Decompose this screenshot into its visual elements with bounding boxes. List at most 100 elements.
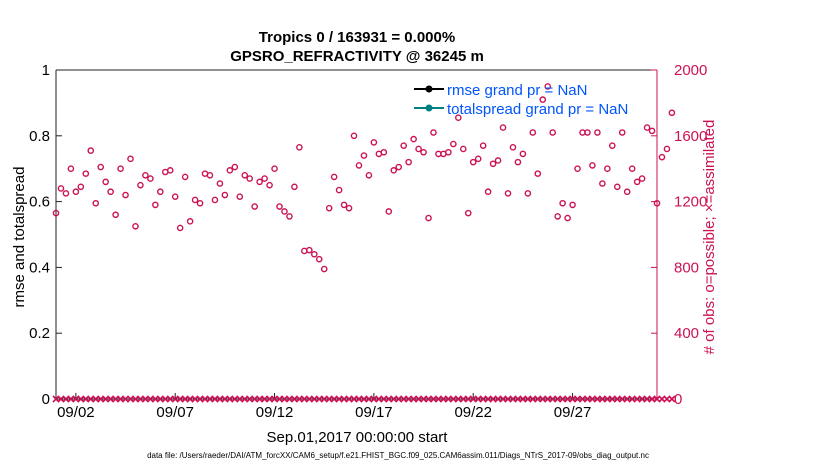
possible-obs-point xyxy=(370,139,378,146)
legend-spread-marker xyxy=(425,104,433,112)
possible-obs-point xyxy=(266,181,273,189)
legend: rmse grand pr = NaN totalspread grand pr… xyxy=(414,82,628,118)
right-axis-ticks: 0 400 800 1200 1600 2000 xyxy=(651,62,707,408)
possible-obs-point xyxy=(549,129,556,136)
possible-obs-point xyxy=(469,158,477,166)
possible-obs-series xyxy=(52,83,676,273)
possible-obs-point xyxy=(261,175,268,182)
chart-subtitle: GPSRO_REFRACTIVITY @ 36245 m xyxy=(230,48,484,65)
possible-obs-point xyxy=(663,145,671,153)
possible-obs-point xyxy=(514,158,522,166)
possible-obs-point xyxy=(246,175,254,182)
possible-obs-point xyxy=(604,165,611,172)
legend-rmse-label: rmse grand pr = NaN xyxy=(447,82,587,99)
possible-obs-point xyxy=(589,162,596,169)
possible-obs-point xyxy=(271,165,278,172)
assimilated-obs-series xyxy=(52,395,676,403)
possible-obs-point xyxy=(668,109,676,117)
possible-obs-point xyxy=(82,170,90,177)
x-tick-label: 09/02 xyxy=(57,404,95,421)
possible-obs-point xyxy=(226,167,234,174)
left-axis-label: rmse and totalspread xyxy=(11,167,28,308)
possible-obs-point xyxy=(405,158,412,166)
x-axis-label: Sep.01,2017 00:00:00 start xyxy=(267,429,449,446)
possible-obs-point xyxy=(206,171,214,179)
x-tick-label: 09/12 xyxy=(256,404,294,421)
possible-obs-point xyxy=(107,188,114,196)
possible-obs-point xyxy=(653,199,661,207)
possible-obs-point xyxy=(484,188,492,196)
x-tick-label: 09/07 xyxy=(156,404,194,421)
possible-obs-point xyxy=(618,129,626,136)
possible-obs-point xyxy=(350,132,358,140)
possible-obs-point xyxy=(142,171,149,179)
possible-obs-point xyxy=(176,224,184,232)
chart-title: Tropics 0 / 163931 = 0.000% xyxy=(259,29,455,46)
possible-obs-point xyxy=(638,175,646,182)
left-tick-label: 0.2 xyxy=(29,325,50,342)
possible-obs-point xyxy=(554,213,561,220)
possible-obs-point xyxy=(181,173,189,181)
possible-obs-point xyxy=(594,129,601,136)
possible-obs-point xyxy=(320,265,328,273)
possible-obs-point xyxy=(315,255,323,263)
possible-obs-point xyxy=(166,167,174,174)
legend-rmse-marker xyxy=(425,85,433,93)
possible-obs-point xyxy=(385,208,393,215)
possible-obs-point xyxy=(400,142,407,149)
possible-obs-point xyxy=(72,188,80,196)
possible-obs-point xyxy=(147,175,154,182)
possible-obs-point xyxy=(102,178,109,186)
possible-obs-point xyxy=(569,201,576,209)
right-tick-label: 1600 xyxy=(674,128,707,145)
possible-obs-point xyxy=(291,183,298,191)
possible-obs-point xyxy=(256,178,263,186)
possible-obs-point xyxy=(494,157,502,164)
possible-obs-point xyxy=(92,199,100,207)
right-tick-label: 2000 xyxy=(674,62,707,79)
possible-obs-point xyxy=(643,124,651,131)
legend-spread-label: totalspread grand pr = NaN xyxy=(447,101,628,118)
possible-obs-point xyxy=(340,201,348,209)
left-axis-ticks: 0 0.2 0.4 0.6 0.8 1 xyxy=(29,62,62,408)
possible-obs-point xyxy=(325,204,333,212)
possible-obs-point xyxy=(77,183,85,191)
possible-obs-point xyxy=(544,83,552,90)
x-tick-label: 09/22 xyxy=(454,404,492,421)
possible-obs-point xyxy=(137,181,144,189)
possible-obs-point xyxy=(648,127,656,135)
possible-obs-point xyxy=(276,203,283,210)
possible-obs-point xyxy=(365,171,373,179)
possible-obs-point xyxy=(236,193,244,200)
possible-obs-point xyxy=(127,155,134,163)
possible-obs-point xyxy=(628,165,636,172)
possible-obs-point xyxy=(57,185,65,192)
possible-obs-point xyxy=(196,199,204,207)
possible-obs-point xyxy=(97,163,105,171)
possible-obs-point xyxy=(658,153,666,161)
possible-obs-point xyxy=(584,129,591,136)
possible-obs-point xyxy=(459,145,467,153)
possible-obs-point xyxy=(599,180,606,187)
possible-obs-point xyxy=(231,163,239,171)
left-tick-label: 1 xyxy=(42,62,50,79)
possible-obs-point xyxy=(445,148,452,156)
possible-obs-point xyxy=(455,114,462,122)
possible-obs-point xyxy=(360,152,368,159)
possible-obs-point xyxy=(390,167,398,174)
possible-obs-point xyxy=(345,204,353,212)
possible-obs-point xyxy=(241,171,249,179)
possible-obs-point xyxy=(450,140,457,148)
possible-obs-point xyxy=(221,191,229,199)
possible-obs-point xyxy=(524,190,532,197)
right-axis-label: # of obs: o=possible; ×=assimilated xyxy=(701,120,718,355)
possible-obs-point xyxy=(251,203,258,210)
possible-obs-point xyxy=(296,144,303,151)
possible-obs-point xyxy=(380,148,388,156)
possible-obs-point xyxy=(52,209,60,217)
possible-obs-point xyxy=(489,160,497,168)
right-tick-label: 0 xyxy=(674,391,682,408)
possible-obs-point xyxy=(335,186,343,194)
possible-obs-point xyxy=(171,193,179,200)
possible-obs-point xyxy=(395,163,403,171)
